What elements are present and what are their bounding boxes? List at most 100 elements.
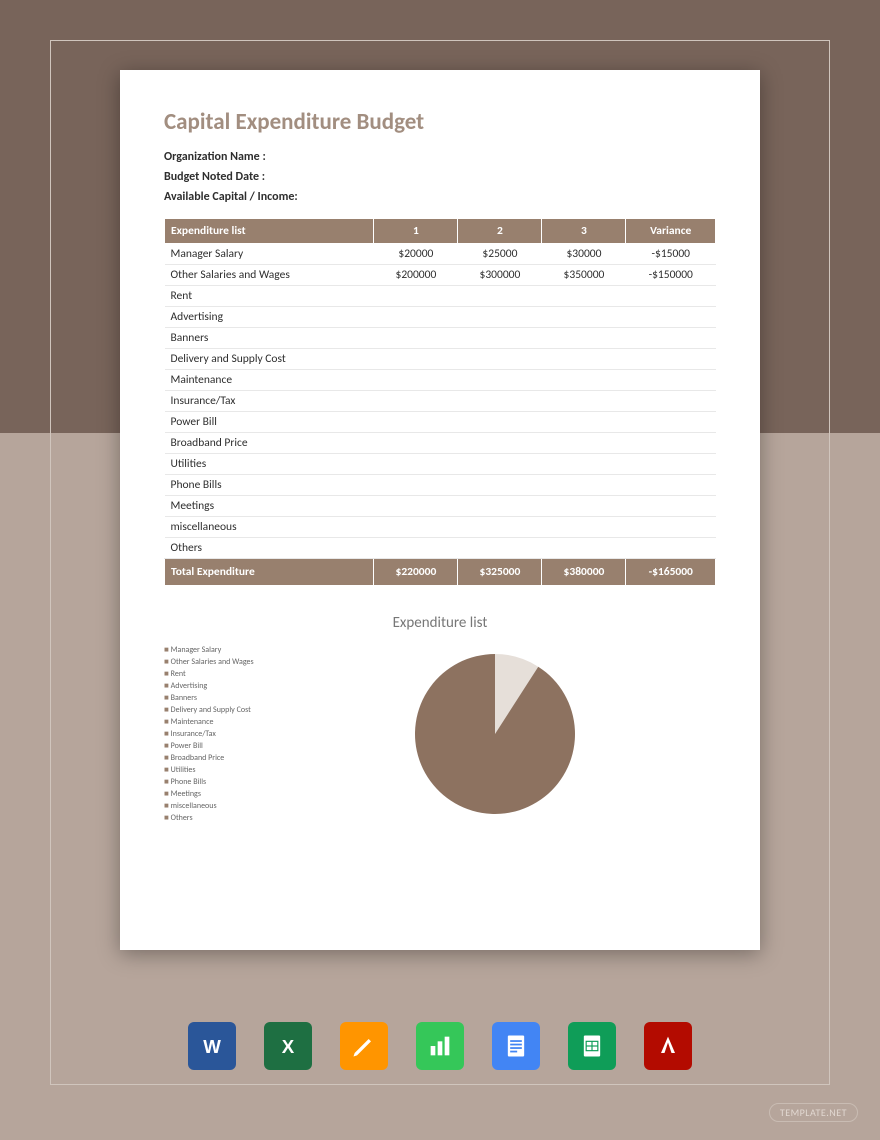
- table-cell: Manager Salary: [165, 244, 374, 265]
- table-cell: Other Salaries and Wages: [165, 265, 374, 286]
- table-cell: [542, 538, 626, 559]
- table-footer-row: Total Expenditure $220000 $325000 $38000…: [165, 559, 716, 586]
- chart-body: Manager SalaryOther Salaries and WagesRe…: [164, 644, 716, 824]
- table-cell: [374, 433, 458, 454]
- table-cell: miscellaneous: [165, 517, 374, 538]
- table-cell: [374, 517, 458, 538]
- table-cell: [458, 538, 542, 559]
- watermark: TEMPLATE.NET: [769, 1103, 858, 1122]
- table-cell: [374, 307, 458, 328]
- table-cell: [458, 412, 542, 433]
- table-row: Delivery and Supply Cost: [165, 349, 716, 370]
- table-row: Maintenance: [165, 370, 716, 391]
- table-cell: Maintenance: [165, 370, 374, 391]
- pdf-icon[interactable]: [644, 1022, 692, 1070]
- table-cell: [542, 412, 626, 433]
- tf-c2: $325000: [458, 559, 542, 586]
- table-cell: Phone Bills: [165, 475, 374, 496]
- table-cell: $25000: [458, 244, 542, 265]
- google-docs-icon[interactable]: [492, 1022, 540, 1070]
- pie-wrap: [274, 644, 716, 824]
- table-cell: [458, 517, 542, 538]
- th-c1: 1: [374, 219, 458, 244]
- table-cell: [542, 454, 626, 475]
- table-cell: [458, 391, 542, 412]
- table-cell: [626, 307, 716, 328]
- table-cell: [458, 349, 542, 370]
- table-cell: [626, 475, 716, 496]
- document-page: Capital Expenditure Budget Organization …: [120, 70, 760, 950]
- excel-icon[interactable]: X: [264, 1022, 312, 1070]
- table-cell: Broadband Price: [165, 433, 374, 454]
- pages-icon[interactable]: [340, 1022, 388, 1070]
- legend-item: Phone Bills: [164, 776, 254, 788]
- table-cell: [626, 391, 716, 412]
- table-cell: [374, 496, 458, 517]
- legend-item: Rent: [164, 668, 254, 680]
- legend-item: miscellaneous: [164, 800, 254, 812]
- tf-c3: $380000: [542, 559, 626, 586]
- chart-legend: Manager SalaryOther Salaries and WagesRe…: [164, 644, 254, 824]
- legend-item: Banners: [164, 692, 254, 704]
- table-cell: [458, 328, 542, 349]
- table-row: Rent: [165, 286, 716, 307]
- table-cell: [542, 370, 626, 391]
- expenditure-table: Expenditure list 1 2 3 Variance Manager …: [164, 218, 716, 586]
- table-row: Banners: [165, 328, 716, 349]
- table-cell: [542, 391, 626, 412]
- page-title: Capital Expenditure Budget: [164, 108, 716, 136]
- th-c3: 3: [542, 219, 626, 244]
- table-cell: [374, 412, 458, 433]
- table-cell: [542, 475, 626, 496]
- pie-slice: [415, 654, 575, 814]
- th-c2: 2: [458, 219, 542, 244]
- table-cell: Delivery and Supply Cost: [165, 349, 374, 370]
- table-header-row: Expenditure list 1 2 3 Variance: [165, 219, 716, 244]
- table-cell: [626, 517, 716, 538]
- table-cell: [374, 370, 458, 391]
- legend-item: Manager Salary: [164, 644, 254, 656]
- table-cell: [626, 538, 716, 559]
- pie-chart-icon: [405, 644, 585, 824]
- table-cell: $300000: [458, 265, 542, 286]
- table-cell: [542, 328, 626, 349]
- table-cell: [458, 475, 542, 496]
- th-var: Variance: [626, 219, 716, 244]
- google-sheets-icon[interactable]: [568, 1022, 616, 1070]
- table-cell: $20000: [374, 244, 458, 265]
- table-cell: [542, 433, 626, 454]
- table-row: miscellaneous: [165, 517, 716, 538]
- numbers-icon[interactable]: [416, 1022, 464, 1070]
- table-cell: [458, 307, 542, 328]
- table-cell: [458, 454, 542, 475]
- table-cell: [626, 286, 716, 307]
- table-cell: [374, 538, 458, 559]
- table-cell: [542, 286, 626, 307]
- table-cell: Power Bill: [165, 412, 374, 433]
- svg-text:W: W: [203, 1036, 221, 1057]
- svg-text:X: X: [282, 1036, 295, 1057]
- table-cell: [458, 286, 542, 307]
- meta-capital: Available Capital / Income:: [164, 190, 716, 204]
- table-cell: [458, 370, 542, 391]
- word-icon[interactable]: W: [188, 1022, 236, 1070]
- legend-item: Maintenance: [164, 716, 254, 728]
- table-cell: [374, 328, 458, 349]
- table-row: Utilities: [165, 454, 716, 475]
- table-cell: [542, 496, 626, 517]
- legend-item: Meetings: [164, 788, 254, 800]
- chart-title: Expenditure list: [164, 614, 716, 632]
- table-cell: [458, 496, 542, 517]
- table-row: Phone Bills: [165, 475, 716, 496]
- table-cell: -$15000: [626, 244, 716, 265]
- tf-label: Total Expenditure: [165, 559, 374, 586]
- legend-item: Utilities: [164, 764, 254, 776]
- table-row: Manager Salary$20000$25000$30000-$15000: [165, 244, 716, 265]
- meta-date: Budget Noted Date :: [164, 170, 716, 184]
- legend-item: Delivery and Supply Cost: [164, 704, 254, 716]
- table-row: Other Salaries and Wages$200000$300000$3…: [165, 265, 716, 286]
- legend-item: Advertising: [164, 680, 254, 692]
- table-cell: Insurance/Tax: [165, 391, 374, 412]
- table-cell: [626, 433, 716, 454]
- table-cell: Rent: [165, 286, 374, 307]
